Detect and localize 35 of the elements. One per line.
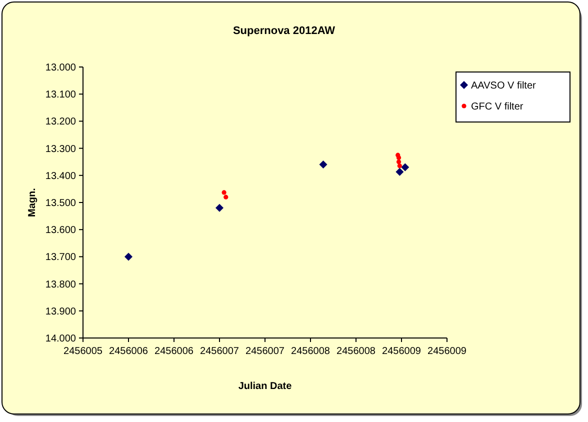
x-tick-label: 2456009 (382, 346, 422, 357)
y-tick-label: 13.700 (45, 252, 76, 264)
x-tick-label: 2456006 (154, 346, 194, 357)
point (396, 160, 402, 164)
y-tick-label: 13.200 (45, 116, 76, 128)
point (124, 252, 132, 261)
y-axis-title: Magn. (27, 188, 38, 217)
y-tick-label: 13.400 (45, 170, 76, 182)
x-tick-label: 2456007 (246, 346, 285, 357)
point (319, 160, 328, 169)
x-tick-label: 2456007 (200, 346, 240, 357)
point (397, 164, 402, 168)
x-tick-label: 2456006 (109, 346, 148, 357)
y-tick-label: 13.800 (45, 279, 76, 290)
y-tick-label: 13.900 (45, 306, 76, 318)
y-tick-label: 13.600 (45, 225, 76, 236)
x-tick-label: 2456008 (336, 346, 376, 357)
y-tick-label: 13.000 (45, 62, 76, 74)
y-tick-label: 13.300 (45, 144, 76, 155)
point (216, 204, 224, 212)
x-axis-title: Julian Date (238, 381, 292, 392)
point (396, 168, 404, 176)
x-tick-label: 2456005 (64, 346, 103, 357)
y-tick-label: 13.500 (45, 198, 76, 209)
y-tick-label: 13.100 (45, 90, 76, 101)
legend-label: GFC V filter (471, 102, 524, 112)
x-tick-label: 2456008 (291, 346, 330, 357)
point (396, 155, 402, 160)
legend-label: AAVSO V filter (471, 80, 537, 92)
chart-title: Supernova 2012AW (232, 25, 336, 37)
point (224, 194, 228, 200)
point (222, 190, 226, 195)
point (401, 163, 410, 172)
x-tick-label: 2456009 (428, 346, 467, 357)
y-tick-label: 14.000 (45, 334, 76, 344)
